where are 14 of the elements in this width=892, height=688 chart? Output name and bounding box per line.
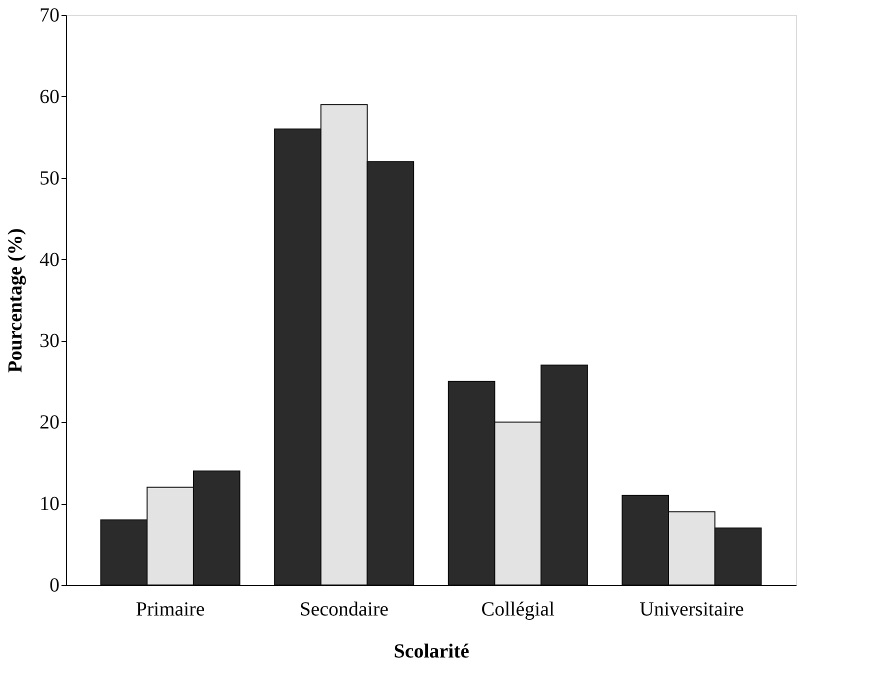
- y-tick-label: 20: [40, 412, 60, 434]
- x-axis-title: Scolarité: [394, 640, 470, 662]
- x-tick-label: Collégial: [481, 598, 556, 620]
- y-tick-label: 50: [40, 167, 60, 190]
- y-tick-label: 10: [40, 493, 60, 516]
- y-tick-label: 40: [40, 248, 60, 271]
- y-tick-label: 30: [40, 330, 60, 352]
- y-axis-title: Pourcentage (%): [4, 228, 26, 373]
- x-tick-label: Primaire: [136, 598, 205, 620]
- y-tick-label: 0: [50, 574, 60, 596]
- x-tick-label: Universitaire: [640, 598, 744, 620]
- x-tick-label: Secondaire: [300, 598, 389, 620]
- y-tick-label: 70: [40, 4, 60, 26]
- y-tick-label: 60: [40, 86, 60, 108]
